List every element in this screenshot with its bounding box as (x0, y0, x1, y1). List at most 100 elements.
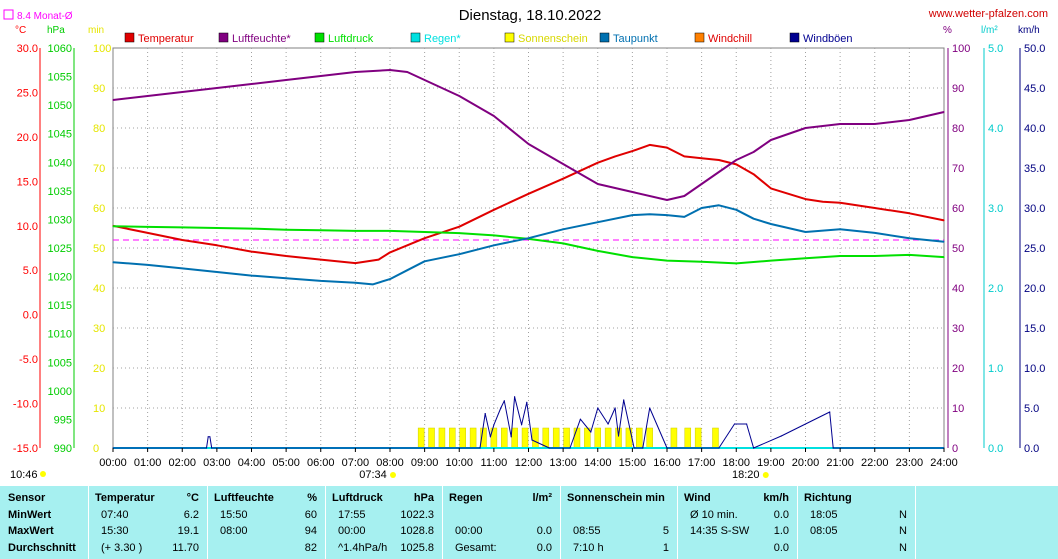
stats-cell: 82 (304, 542, 317, 554)
wind-tick-label: 0.0 (1024, 443, 1039, 455)
x-tick-label: 00:00 (99, 457, 127, 469)
pressure-tick-label: 1030 (48, 214, 72, 226)
stats-panel-0: Temperatur °C 07:40 6.2 15:30 19.1 (+ 3.30 ) 11… (88, 486, 207, 559)
stats-row-label: MaxWert (8, 525, 54, 537)
minutes-tick-label: 100 (93, 43, 111, 55)
data-point (211, 447, 213, 449)
x-tick-label: 12:00 (515, 457, 543, 469)
x-tick-label: 04:00 (238, 457, 266, 469)
data-point (753, 151, 755, 153)
data-point (666, 260, 668, 262)
stats-cell: % (307, 492, 317, 504)
sunshine-bar (417, 427, 425, 449)
data-point (424, 237, 426, 239)
pressure-tick-label: 1005 (48, 357, 72, 369)
data-point (839, 228, 841, 230)
data-point (633, 447, 635, 449)
legend-swatch (314, 32, 325, 43)
legend-swatch (599, 32, 610, 43)
humidity-tick-label: 40 (952, 283, 964, 295)
sunshine-bar (694, 427, 702, 449)
data-point (735, 209, 737, 211)
data-point (112, 99, 114, 101)
stats-cell: 5 (662, 525, 669, 537)
data-point (285, 255, 287, 257)
x-tick-label: 03:00 (203, 457, 231, 469)
pressure-tick-label: 995 (54, 414, 72, 426)
data-point (770, 223, 772, 225)
x-tick-label: 18:00 (722, 457, 750, 469)
stats-row-label: MinWert (8, 509, 52, 521)
stats-cell: ^1.4hPa/h (338, 542, 388, 554)
data-point (354, 71, 356, 73)
sunshine-bar (521, 427, 529, 449)
stats-panel-4: Sonnenschein min 08:55 5 7:10 h 1 (560, 486, 677, 559)
data-point (943, 241, 945, 243)
stats-cell: 11.70 (172, 542, 199, 554)
stats-panel: Sensor MinWert MaxWert Durchschnitt Temperat… (0, 486, 1058, 559)
month-avg-legend-icon (3, 9, 14, 20)
rain-tick-label: 1.0 (988, 363, 1003, 375)
data-point (503, 400, 505, 402)
sunshine-bar (469, 427, 477, 449)
sunshine-bar (646, 427, 653, 449)
data-point (389, 230, 391, 232)
temp-unit-label: °C (15, 25, 26, 36)
data-point (458, 232, 460, 234)
data-point (735, 159, 737, 161)
data-point (320, 229, 322, 231)
data-point (829, 411, 831, 413)
pressure-tick-label: 1055 (48, 72, 72, 84)
humidity-tick-label: 10 (952, 403, 964, 415)
data-point (424, 79, 426, 81)
pressure-tick-label: 1040 (48, 157, 72, 169)
pressure-tick-label: 1020 (48, 272, 72, 284)
sunshine-bar (459, 427, 466, 449)
stats-panel-3: Regen l/m² 00:00 0.0 Gesamt: 0.0 (442, 486, 560, 559)
data-point (770, 139, 772, 141)
temp-tick-label: 25.0 (17, 87, 38, 99)
stats-cell: 00:00 (455, 525, 483, 537)
sunset-label: 18:20 (732, 469, 760, 481)
wind-tick-label: 35.0 (1024, 163, 1045, 175)
sunshine-bar (428, 427, 435, 449)
x-tick-label: 21:00 (826, 457, 854, 469)
legend-label: Temperatur (138, 33, 194, 45)
legend-label: Regen* (424, 33, 461, 45)
data-point (216, 227, 218, 229)
sunshine-bar (573, 427, 581, 449)
sunshine-bar (438, 427, 446, 449)
data-point (746, 423, 748, 425)
legend-label: Taupunkt (613, 33, 658, 45)
data-point (320, 280, 322, 282)
series-line (112, 143, 945, 265)
stats-cell: 08:55 (573, 525, 601, 537)
minutes-tick-label: 10 (93, 403, 105, 415)
sunshine-bar (712, 427, 719, 449)
minutes-tick-label: 40 (93, 283, 105, 295)
data-point (250, 228, 253, 230)
temp-tick-label: 30.0 (17, 43, 38, 55)
data-point (527, 237, 530, 239)
data-point (147, 226, 149, 228)
data-point (597, 221, 599, 223)
month-avg-label: 8.4 Monat-Ø (17, 11, 73, 22)
data-point (770, 260, 772, 262)
pressure-tick-label: 1000 (48, 386, 72, 398)
legend-label: Luftdruck (328, 33, 374, 45)
humidity-tick-label: 100 (952, 43, 970, 55)
data-point (874, 255, 876, 257)
data-point (493, 209, 495, 211)
wind-tick-label: 30.0 (1024, 203, 1045, 215)
humidity-tick-label: 90 (952, 83, 964, 95)
temp-tick-label: -15.0 (13, 443, 38, 455)
site-url[interactable]: www.wetter-pfalzen.com (928, 8, 1048, 20)
data-point (562, 242, 564, 244)
x-tick-label: 06:00 (307, 457, 335, 469)
x-tick-label: 15:00 (619, 457, 647, 469)
temp-tick-label: 15.0 (17, 176, 38, 188)
data-point (181, 226, 183, 228)
stats-cell: Gesamt: (455, 542, 497, 554)
data-point (631, 256, 634, 258)
x-tick-label: 17:00 (688, 457, 716, 469)
